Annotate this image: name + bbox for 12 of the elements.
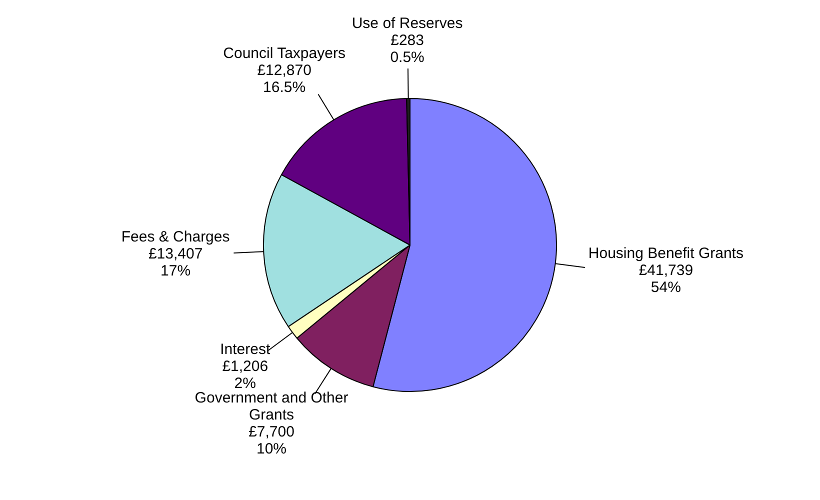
slice-label: Fees & Charges (121, 228, 230, 246)
slice-label: Council Taxpayers (223, 44, 346, 62)
slice-label: Use of Reserves (352, 15, 463, 32)
data-label: £12,870 16.5% (257, 62, 312, 96)
data-label: £7,700 10% (248, 424, 294, 458)
data-label: £283 0.5% (390, 32, 424, 66)
slice-label: Interest (220, 340, 271, 358)
slice-label: Housing Benefit Grants (588, 245, 744, 262)
slice-label: Government and Other Grants (194, 390, 348, 424)
data-label: £1,206 2% (222, 358, 268, 392)
data-label: £41,739 54% (638, 262, 694, 296)
data-label: £13,407 17% (148, 245, 203, 280)
